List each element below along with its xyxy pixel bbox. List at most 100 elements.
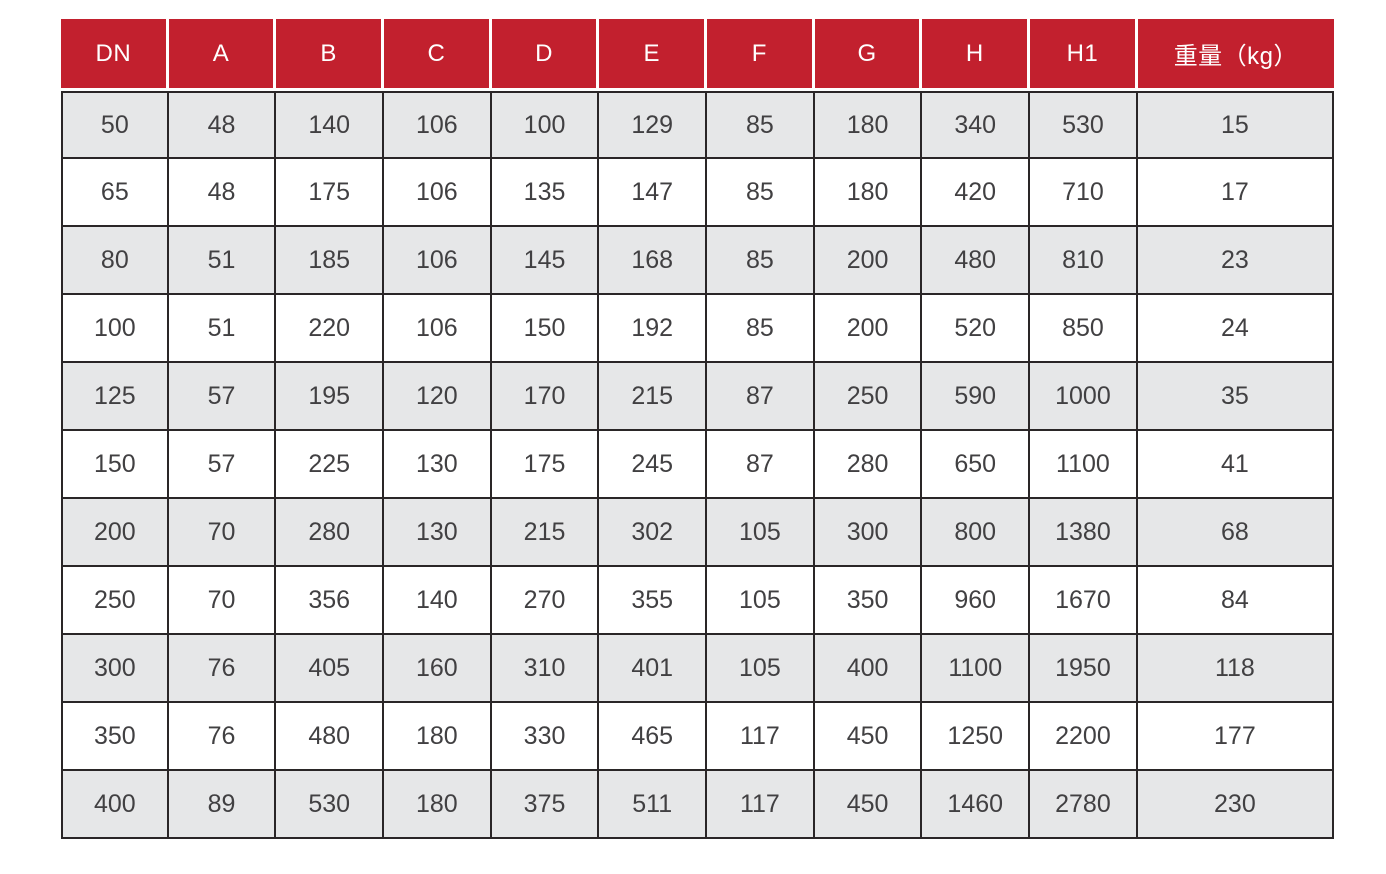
table-cell: 57 — [168, 363, 277, 431]
table-cell: 175 — [276, 159, 385, 227]
table-cell: 41 — [1137, 431, 1334, 499]
table-cell: 87 — [707, 363, 815, 431]
table-cell: 375 — [491, 771, 600, 839]
table-cell: 1670 — [1030, 567, 1138, 635]
table-cell: 302 — [599, 499, 708, 567]
dimension-table: DN A B C D E F G H H1 重量（kg） 50 48 140 106 100 129 85 180 3… — [61, 19, 1334, 839]
table-cell: 300 — [814, 499, 923, 567]
table-cell: 85 — [707, 227, 815, 295]
table-cell: 51 — [168, 295, 277, 363]
table-cell: 85 — [707, 159, 815, 227]
table-cell: 480 — [922, 227, 1031, 295]
table-cell: 24 — [1137, 295, 1334, 363]
table-cell: 180 — [384, 771, 492, 839]
row-dn-cell: 200 — [61, 499, 169, 567]
table-cell: 400 — [814, 635, 923, 703]
table-cell: 450 — [814, 703, 923, 771]
table-cell: 2780 — [1030, 771, 1138, 839]
table-cell: 106 — [384, 295, 492, 363]
table-cell: 57 — [168, 431, 277, 499]
table-cell: 1250 — [922, 703, 1031, 771]
row-dn-cell: 400 — [61, 771, 169, 839]
table-cell: 76 — [168, 703, 277, 771]
column-header: DN — [61, 19, 169, 91]
table-cell: 1000 — [1030, 363, 1138, 431]
table-cell: 120 — [384, 363, 492, 431]
column-header: F — [707, 19, 815, 91]
table-cell: 87 — [707, 431, 815, 499]
table-cell: 710 — [1030, 159, 1138, 227]
table-cell: 215 — [599, 363, 708, 431]
table-cell: 590 — [922, 363, 1031, 431]
table-cell: 135 — [491, 159, 600, 227]
table-cell: 200 — [814, 295, 923, 363]
row-dn-cell: 350 — [61, 703, 169, 771]
table-cell: 511 — [599, 771, 708, 839]
table-cell: 245 — [599, 431, 708, 499]
table-cell: 85 — [707, 295, 815, 363]
table-cell: 520 — [922, 295, 1031, 363]
table-cell: 117 — [707, 703, 815, 771]
table-cell: 160 — [384, 635, 492, 703]
row-dn-cell: 150 — [61, 431, 169, 499]
column-header: B — [276, 19, 385, 91]
table-cell: 145 — [491, 227, 600, 295]
table-cell: 480 — [276, 703, 385, 771]
table-cell: 2200 — [1030, 703, 1138, 771]
table-cell: 185 — [276, 227, 385, 295]
table-cell: 140 — [276, 91, 385, 159]
table-cell: 84 — [1137, 567, 1334, 635]
column-header: E — [599, 19, 708, 91]
table-cell: 106 — [384, 91, 492, 159]
table-cell: 225 — [276, 431, 385, 499]
table-cell: 105 — [707, 567, 815, 635]
table-cell: 350 — [814, 567, 923, 635]
row-dn-cell: 300 — [61, 635, 169, 703]
table-cell: 105 — [707, 499, 815, 567]
table-cell: 118 — [1137, 635, 1334, 703]
table-cell: 850 — [1030, 295, 1138, 363]
table-cell: 1100 — [1030, 431, 1138, 499]
table-cell: 106 — [384, 159, 492, 227]
table-cell: 180 — [384, 703, 492, 771]
table-cell: 35 — [1137, 363, 1334, 431]
table-cell: 117 — [707, 771, 815, 839]
table-cell: 129 — [599, 91, 708, 159]
table-cell: 168 — [599, 227, 708, 295]
table-cell: 220 — [276, 295, 385, 363]
table-cell: 100 — [491, 91, 600, 159]
table-cell: 180 — [814, 159, 923, 227]
table-cell: 70 — [168, 567, 277, 635]
table-cell: 215 — [491, 499, 600, 567]
table-cell: 330 — [491, 703, 600, 771]
table-cell: 170 — [491, 363, 600, 431]
table-cell: 800 — [922, 499, 1031, 567]
table-cell: 68 — [1137, 499, 1334, 567]
table-cell: 15 — [1137, 91, 1334, 159]
table-cell: 465 — [599, 703, 708, 771]
table-cell: 85 — [707, 91, 815, 159]
table-cell: 310 — [491, 635, 600, 703]
table-cell: 1950 — [1030, 635, 1138, 703]
column-header: H1 — [1030, 19, 1138, 91]
column-header: H — [922, 19, 1031, 91]
table-cell: 355 — [599, 567, 708, 635]
table-cell: 195 — [276, 363, 385, 431]
table-cell: 1460 — [922, 771, 1031, 839]
table-cell: 147 — [599, 159, 708, 227]
table-cell: 177 — [1137, 703, 1334, 771]
table-cell: 48 — [168, 159, 277, 227]
column-header: A — [168, 19, 277, 91]
table-cell: 180 — [814, 91, 923, 159]
table-cell: 530 — [1030, 91, 1138, 159]
table-cell: 130 — [384, 431, 492, 499]
row-dn-cell: 250 — [61, 567, 169, 635]
table-cell: 960 — [922, 567, 1031, 635]
table-cell: 76 — [168, 635, 277, 703]
row-dn-cell: 80 — [61, 227, 169, 295]
table-cell: 1100 — [922, 635, 1031, 703]
table-cell: 356 — [276, 567, 385, 635]
row-dn-cell: 100 — [61, 295, 169, 363]
table-cell: 70 — [168, 499, 277, 567]
